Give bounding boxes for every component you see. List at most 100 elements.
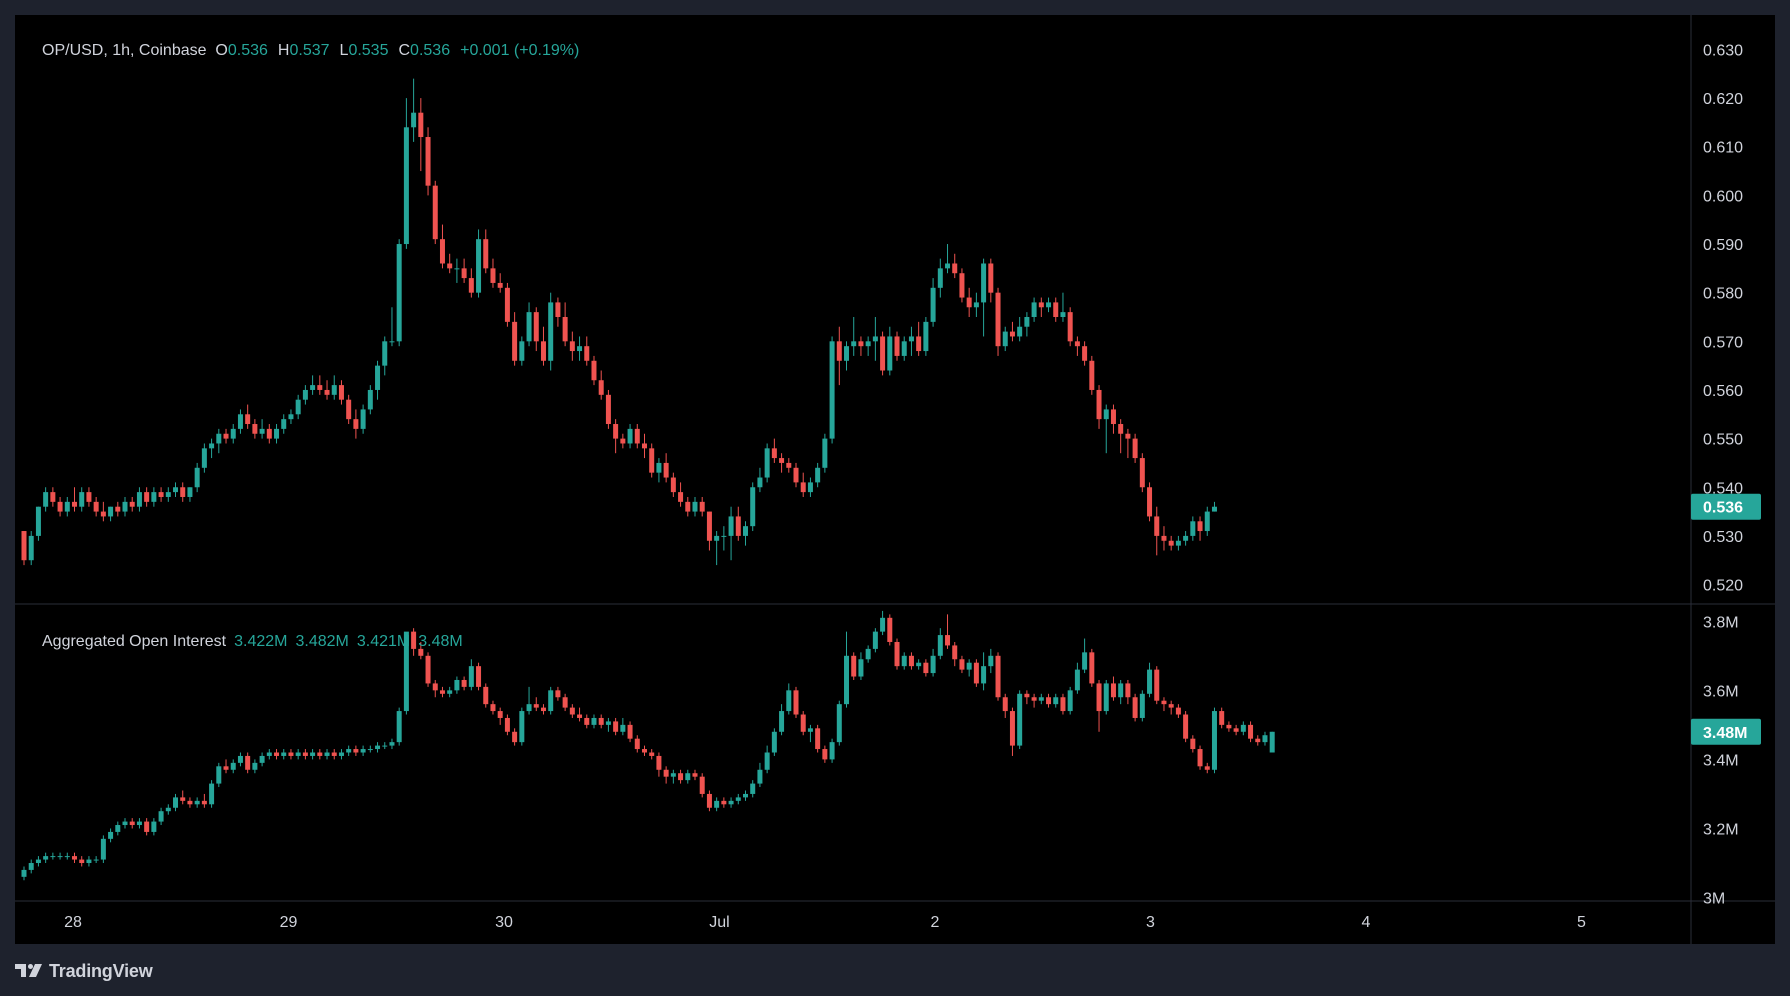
oi-candle xyxy=(1082,652,1088,670)
oi-candle xyxy=(1110,683,1116,698)
oi-candle xyxy=(266,752,272,756)
oi-candle xyxy=(403,631,409,712)
chart-canvas[interactable]: 0.630 0.620 0.610 0.600 0.590 0.580 0.570 0.560… xyxy=(15,15,1775,944)
oi-candle xyxy=(966,662,972,670)
oi-candle xyxy=(180,797,186,801)
price-candle xyxy=(1089,360,1095,390)
low-label: L xyxy=(339,42,349,59)
oi-candle xyxy=(490,704,496,712)
oi-tick-label: 3.8M xyxy=(1703,614,1739,631)
chart-frame[interactable]: 0.630 0.620 0.610 0.600 0.590 0.580 0.570 0.560… xyxy=(15,15,1775,944)
oi-candle xyxy=(375,745,381,750)
oi-candle xyxy=(216,766,222,784)
oi-candle xyxy=(454,679,460,691)
price-candle xyxy=(317,385,323,390)
oi-candle xyxy=(497,711,503,718)
oi-candle xyxy=(670,773,676,777)
tradingview-footer[interactable]: TradingView xyxy=(15,958,153,984)
price-candle xyxy=(194,467,200,488)
price-candle xyxy=(555,302,561,317)
oi-title: Aggregated Open Interest xyxy=(42,633,227,650)
oi-candle xyxy=(1132,697,1138,718)
oi-candle xyxy=(815,728,821,750)
oi-candle xyxy=(916,662,922,667)
price-candle xyxy=(490,268,496,283)
oi-candle xyxy=(382,745,388,747)
price-candle xyxy=(995,292,1001,347)
oi-candle xyxy=(1046,697,1052,705)
oi-value-2: 3.482M xyxy=(295,633,349,650)
price-candle xyxy=(945,263,951,269)
price-candle xyxy=(663,462,669,478)
price-candle xyxy=(1067,312,1073,342)
price-candle xyxy=(432,185,438,240)
oi-candle xyxy=(634,738,640,750)
price-candle xyxy=(569,341,575,352)
price-candle xyxy=(1183,535,1189,541)
oi-candle xyxy=(699,776,705,794)
price-candle xyxy=(750,487,756,527)
price-candle xyxy=(1211,506,1217,512)
price-candle xyxy=(50,492,56,502)
oi-candle xyxy=(50,856,56,858)
oi-candle xyxy=(461,679,467,687)
price-candle xyxy=(223,433,229,439)
price-candle xyxy=(880,336,886,371)
oi-candle xyxy=(901,655,907,667)
time-tick-label: 5 xyxy=(1577,914,1586,931)
oi-candle xyxy=(1183,714,1189,739)
time-tick-label: Jul xyxy=(709,914,729,931)
oi-candle xyxy=(620,724,626,732)
oi-candle xyxy=(591,717,597,725)
price-candle xyxy=(1161,535,1167,541)
oi-candle xyxy=(771,731,777,753)
price-candle xyxy=(245,414,251,425)
oi-candle xyxy=(187,800,193,805)
oi-candle xyxy=(526,704,532,712)
price-candle xyxy=(1147,487,1153,517)
oi-candle xyxy=(288,752,294,756)
price-candle xyxy=(1110,409,1116,425)
price-candle xyxy=(1190,521,1196,536)
oi-candle xyxy=(1168,704,1174,708)
oi-candle xyxy=(43,856,49,860)
price-candle xyxy=(836,341,842,361)
last-oi-badge xyxy=(1691,718,1761,745)
oi-candle xyxy=(548,690,554,712)
price-candle xyxy=(1046,302,1052,308)
price-candle xyxy=(310,385,316,390)
price-candle xyxy=(115,506,121,512)
price-candle xyxy=(454,268,460,270)
price-candle xyxy=(324,389,330,395)
price-candle xyxy=(43,492,49,507)
oi-candle xyxy=(858,659,864,677)
oi-candle xyxy=(800,714,806,732)
oi-candle xyxy=(1226,724,1232,729)
price-candle xyxy=(173,487,179,493)
price-candle xyxy=(757,477,763,488)
price-tick-label: 0.580 xyxy=(1703,286,1743,303)
oi-candle xyxy=(245,755,251,770)
price-candle xyxy=(793,467,799,483)
price-candle xyxy=(1103,409,1109,420)
oi-candle xyxy=(584,717,590,725)
oi-candle xyxy=(641,749,647,753)
price-candle xyxy=(237,414,243,429)
price-candle xyxy=(779,458,785,463)
price-candle xyxy=(844,346,850,361)
high-value: 0.537 xyxy=(289,42,330,59)
price-candle xyxy=(973,302,979,308)
oi-candle xyxy=(35,859,41,864)
price-candle xyxy=(916,336,922,352)
price-candle xyxy=(540,341,546,361)
oi-candle xyxy=(851,655,857,677)
oi-candle xyxy=(324,752,330,756)
oi-candle xyxy=(476,666,482,687)
oi-candle xyxy=(605,721,611,725)
oi-candle xyxy=(1175,707,1181,715)
price-candle xyxy=(468,278,474,293)
price-candle xyxy=(800,482,806,493)
oi-candle xyxy=(1053,697,1059,705)
oi-candle xyxy=(757,769,763,784)
oi-candle xyxy=(425,655,431,684)
